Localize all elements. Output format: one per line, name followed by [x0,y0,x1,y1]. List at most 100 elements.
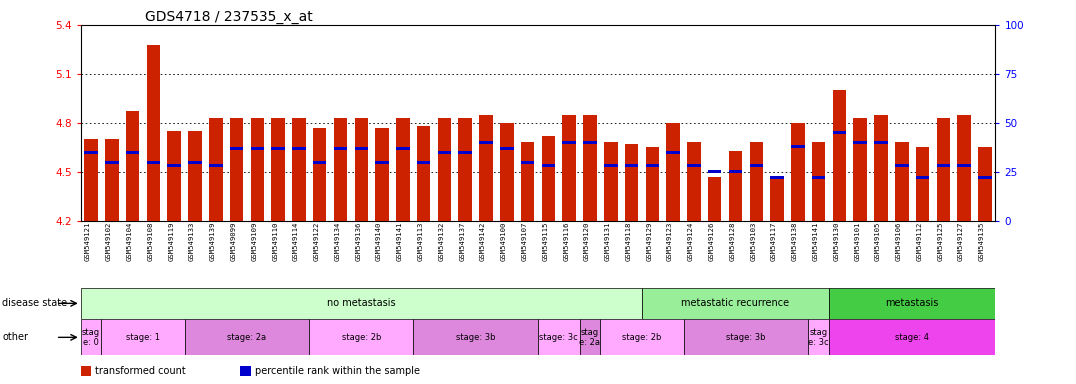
Bar [666,123,680,221]
Text: stage: 1: stage: 1 [126,333,160,342]
Bar [230,147,243,150]
Bar [521,161,535,164]
Text: GSM549112: GSM549112 [917,222,922,262]
Bar [936,118,950,221]
FancyBboxPatch shape [310,319,413,355]
Text: GSM549114: GSM549114 [293,222,299,262]
Text: GSM549102: GSM549102 [105,222,112,262]
Text: GSM549141: GSM549141 [397,222,402,262]
Bar [874,141,888,144]
Bar [293,118,306,221]
Text: GSM549121: GSM549121 [85,222,91,262]
Text: GSM549129: GSM549129 [647,222,652,262]
Bar [853,141,867,144]
Text: GSM549099: GSM549099 [230,222,237,262]
Text: stage: 2a: stage: 2a [227,333,267,342]
Bar [458,151,472,154]
Bar [438,118,451,221]
Bar [916,147,930,221]
Text: GSM549101: GSM549101 [854,222,860,262]
Text: GSM549124: GSM549124 [688,222,694,262]
Text: GSM549141: GSM549141 [812,222,819,262]
FancyBboxPatch shape [101,319,185,355]
Text: stag
e: 0: stag e: 0 [82,328,100,347]
Text: stage: 3c: stage: 3c [539,333,578,342]
Bar [230,118,243,221]
Text: GSM549123: GSM549123 [667,222,674,262]
Bar [209,118,223,221]
Bar [458,118,472,221]
Bar [728,151,742,221]
Bar [479,115,493,221]
Bar [168,164,181,167]
Bar [728,170,742,173]
Bar [334,118,348,221]
Text: GSM549134: GSM549134 [335,222,340,262]
Bar [750,164,763,167]
FancyBboxPatch shape [580,319,600,355]
FancyBboxPatch shape [642,288,829,319]
FancyBboxPatch shape [538,319,580,355]
Bar [541,164,555,167]
Text: GSM549113: GSM549113 [417,222,424,262]
Bar [604,142,618,221]
Text: GSM549109: GSM549109 [252,222,257,262]
Text: GSM549115: GSM549115 [542,222,549,262]
Text: GSM549107: GSM549107 [522,222,527,262]
Bar [500,147,513,150]
Bar [812,176,825,179]
FancyBboxPatch shape [600,319,683,355]
Bar [251,147,264,150]
Bar [812,142,825,221]
Bar [355,118,368,221]
Bar [313,128,326,221]
Text: GSM549137: GSM549137 [459,222,465,262]
Bar [978,147,992,221]
Text: metastasis: metastasis [886,298,939,308]
Bar [105,161,118,164]
Text: GSM549133: GSM549133 [189,222,195,262]
Bar [853,118,867,221]
Bar [84,139,98,221]
Text: GSM549118: GSM549118 [625,222,632,262]
Bar [958,115,971,221]
Text: GDS4718 / 237535_x_at: GDS4718 / 237535_x_at [144,10,312,24]
Bar [396,118,410,221]
Text: stage: 3b: stage: 3b [456,333,495,342]
Bar [84,151,98,154]
Text: GSM549139: GSM549139 [210,222,216,262]
Bar [646,147,660,221]
Text: GSM549130: GSM549130 [834,222,839,262]
Bar [833,131,846,134]
Bar [895,164,908,167]
Text: GSM549120: GSM549120 [584,222,590,262]
Bar [209,164,223,167]
FancyBboxPatch shape [81,319,101,355]
Bar [271,118,285,221]
Bar [916,176,930,179]
Text: GSM549142: GSM549142 [480,222,486,262]
Bar [563,115,576,221]
Bar [770,176,783,179]
Bar [271,147,285,150]
Bar [521,142,535,221]
FancyBboxPatch shape [81,288,642,319]
Bar [563,141,576,144]
Text: GSM549131: GSM549131 [605,222,611,262]
FancyBboxPatch shape [829,288,995,319]
Text: stage: 3b: stage: 3b [726,333,766,342]
Text: GSM549126: GSM549126 [709,222,714,262]
Bar [625,164,638,167]
Text: GSM549128: GSM549128 [730,222,736,262]
FancyBboxPatch shape [413,319,538,355]
Bar [583,115,597,221]
Bar [81,366,91,376]
Text: GSM549110: GSM549110 [272,222,279,262]
Bar [688,142,700,221]
Bar [604,164,618,167]
Bar [240,366,251,376]
Bar [126,111,140,221]
FancyBboxPatch shape [185,319,310,355]
Bar [874,115,888,221]
Bar [146,45,160,221]
